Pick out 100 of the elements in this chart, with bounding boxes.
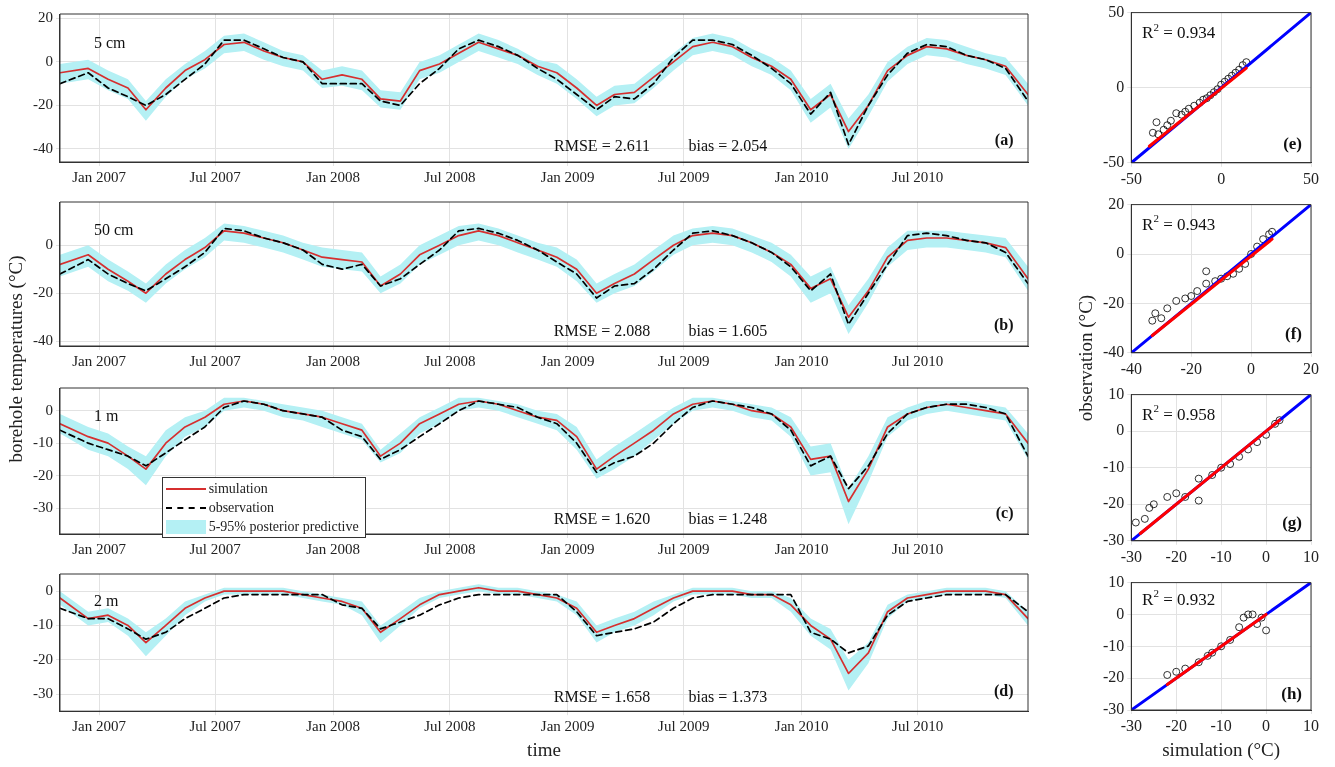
y-tick-label: -30 [33, 498, 53, 515]
y-tick-label: -20 [33, 284, 53, 301]
x-tick-label: 0 [1262, 716, 1271, 734]
annotation: RMSE = 2.088 [553, 321, 651, 339]
x-tick-label: Jan 2008 [306, 352, 360, 369]
legend-label: observation [208, 499, 274, 516]
x-tick-label: Jul 2010 [892, 718, 944, 735]
annotation: bias = 1.373 [688, 687, 768, 705]
annotation: 1 m [93, 407, 119, 425]
annotation: (f) [1285, 324, 1303, 344]
y-tick-label: -50 [1103, 153, 1125, 170]
x-tick-label: Jul 2008 [424, 540, 476, 557]
x-tick-label: Jan 2009 [540, 352, 595, 369]
annotation: bias = 1.605 [688, 321, 768, 339]
y-tick-label: 0 [1116, 421, 1125, 439]
y-tick-label: -20 [33, 466, 53, 483]
y-tick-label: 0 [45, 401, 53, 418]
annotation: 50 cm [93, 221, 134, 238]
x-tick-label: -20 [1180, 359, 1202, 377]
x-tick-label: Jul 2010 [892, 352, 944, 369]
x-tick-label: Jan 2007 [72, 718, 127, 735]
annotation: (b) [993, 315, 1014, 334]
y-tick-label: -30 [33, 684, 53, 701]
x-tick-label: Jul 2010 [892, 168, 944, 185]
x-tick-label: -10 [1210, 547, 1232, 565]
annotation: RMSE = 1.658 [553, 687, 651, 705]
y-tick-label: 20 [1108, 194, 1125, 212]
y-tick-label: -20 [33, 96, 53, 113]
x-tick-label: Jan 2010 [774, 718, 829, 735]
annotation: (g) [1282, 512, 1303, 532]
x-tick-label: Jan 2008 [306, 540, 360, 557]
y-tick-label: -20 [1103, 293, 1125, 311]
x-tick-label: Jul 2007 [189, 540, 242, 557]
x-tick-label: Jan 2007 [72, 352, 127, 369]
x-tick-label: Jan 2010 [774, 352, 829, 369]
x-tick-label: Jul 2010 [892, 540, 944, 557]
annotation: bias = 2.054 [688, 137, 768, 155]
x-tick-label: Jan 2009 [540, 168, 595, 185]
y-tick-label: -20 [1103, 494, 1125, 512]
y-tick-label: -20 [33, 650, 53, 667]
x-tick-label: Jan 2008 [306, 168, 360, 185]
legend-label: simulation [208, 480, 268, 497]
annotation: (a) [994, 131, 1014, 150]
x-tick-label: -10 [1210, 716, 1232, 734]
x-tick-label: Jul 2009 [658, 540, 710, 557]
annotation: 2 m [93, 591, 119, 609]
x-tick-label: 50 [1303, 169, 1319, 187]
x-tick-label: Jan 2007 [72, 168, 127, 185]
annotation: RMSE = 1.620 [553, 509, 651, 527]
x-tick-label: Jul 2007 [189, 718, 242, 735]
x-axis-title: time [527, 738, 561, 760]
x-tick-label: Jul 2008 [424, 352, 476, 369]
y-axis-title: observation (°C) [1075, 294, 1097, 422]
x-tick-label: Jul 2008 [424, 718, 476, 735]
x-tick-label: 20 [1303, 359, 1319, 377]
y-tick-label: 0 [1116, 244, 1125, 262]
x-tick-label: Jul 2007 [189, 168, 242, 185]
annotation: (c) [995, 503, 1014, 522]
y-tick-label: -40 [33, 139, 53, 156]
x-tick-label: 0 [1217, 169, 1226, 187]
x-tick-label: Jan 2007 [72, 540, 127, 557]
y-tick-label: 0 [1116, 77, 1125, 95]
annotation: 5 cm [93, 33, 126, 51]
x-tick-label: 10 [1303, 716, 1319, 734]
x-tick-label: 10 [1303, 547, 1319, 565]
x-tick-label: Jul 2007 [189, 352, 242, 369]
annotation: RMSE = 2.611 [554, 137, 651, 155]
y-tick-label: 0 [45, 52, 53, 69]
x-tick-label: Jul 2008 [424, 168, 476, 185]
x-axis-title: simulation (°C) [1162, 738, 1281, 761]
y-tick-label: 10 [1108, 572, 1125, 590]
x-tick-label: -20 [1165, 547, 1187, 565]
x-tick-label: Jan 2010 [774, 540, 829, 557]
y-tick-label: -10 [33, 434, 53, 451]
y-tick-label: -10 [33, 616, 53, 633]
x-tick-label: Jul 2009 [658, 718, 710, 735]
y-tick-label: 0 [45, 236, 53, 253]
y-tick-label: 10 [1108, 384, 1125, 402]
x-tick-label: -20 [1165, 716, 1187, 734]
y-tick-label: -20 [1103, 668, 1125, 686]
y-tick-label: 0 [45, 582, 53, 599]
legend-label: 5-95% posterior predictive [208, 518, 359, 535]
x-tick-label: 0 [1247, 359, 1256, 377]
x-tick-label: 0 [1262, 547, 1271, 565]
annotation: (h) [1281, 684, 1303, 704]
y-tick-label: -10 [1103, 457, 1125, 475]
x-tick-label: Jan 2009 [540, 718, 595, 735]
x-tick-label: Jul 2009 [658, 352, 710, 369]
y-tick-label: -40 [33, 332, 53, 349]
y-tick-label: 20 [38, 9, 53, 26]
y-tick-label: 0 [1116, 604, 1125, 622]
y-tick-label: -10 [1103, 636, 1125, 654]
x-tick-label: Jan 2010 [774, 168, 829, 185]
y-axis-title: borehole temperatures (°C) [5, 255, 27, 463]
x-tick-label: Jul 2009 [658, 168, 710, 185]
annotation: bias = 1.248 [688, 509, 768, 527]
annotation: (e) [1283, 134, 1303, 154]
x-tick-label: Jan 2008 [306, 718, 360, 735]
annotation: (d) [993, 682, 1014, 701]
y-tick-label: -30 [1103, 700, 1125, 718]
